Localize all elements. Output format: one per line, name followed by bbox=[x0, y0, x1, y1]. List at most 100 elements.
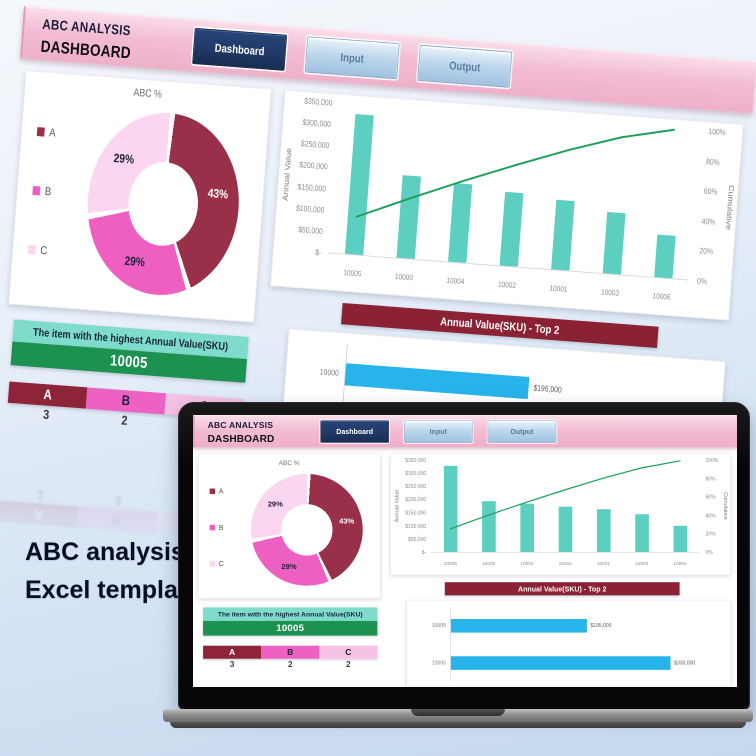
donut-slice-label: 29% bbox=[94, 651, 116, 667]
top2-category-label: 10000 bbox=[431, 622, 446, 629]
donut-slice-label: 29% bbox=[124, 254, 146, 270]
page-title: DASHBOARD bbox=[40, 37, 132, 63]
legend-item-a: A bbox=[209, 487, 224, 496]
abc-class-c-count: 2 bbox=[346, 660, 351, 669]
laptop-mockup: ABC ANALYSIS DASHBOARD Dashboard Input O… bbox=[178, 402, 750, 710]
top2-value-label: $195,000 bbox=[533, 383, 563, 395]
pareto-secondary-axis-ticks: 100%80%60%40%20%0% bbox=[705, 457, 719, 556]
highlight-value-banner: 10005 bbox=[203, 621, 378, 636]
pareto-y-axis-ticks: $350,000$300,000$250,000$200,000$150,000… bbox=[405, 457, 427, 556]
abc-dashboard: ABC ANALYSIS DASHBOARD Dashboard Input O… bbox=[193, 415, 737, 687]
donut-slice-label: 29% bbox=[281, 562, 297, 571]
top2-category-label: 10000 bbox=[319, 367, 340, 378]
abc-class-a-count: 3 bbox=[36, 487, 44, 502]
legend-item-c: C bbox=[0, 649, 17, 664]
top2-category-label: 10005 bbox=[431, 660, 446, 666]
donut-slice-label: 29% bbox=[113, 151, 135, 167]
legend-label: C bbox=[9, 650, 18, 664]
app-title: ABC ANALYSIS bbox=[207, 420, 274, 431]
legend-swatch bbox=[209, 560, 216, 567]
tab-dashboard[interactable]: Dashboard bbox=[192, 27, 288, 71]
laptop-notch bbox=[411, 709, 505, 716]
abc-class-b-count: 2 bbox=[287, 660, 293, 669]
pareto-secondary-axis-title: Cumulative bbox=[675, 726, 694, 756]
donut-ring-area: 43% 29% 29% bbox=[81, 107, 246, 301]
tab-dashboard[interactable]: Dashboard bbox=[320, 420, 389, 443]
pareto-plot-area bbox=[431, 461, 700, 553]
pareto-plot-area bbox=[327, 104, 700, 281]
top2-plot-area: 10000 $195,000 10005 $330,000 bbox=[432, 606, 696, 682]
donut-ring-area: 43% 29% 29% bbox=[250, 473, 363, 586]
donut-slice-label: 43% bbox=[207, 186, 229, 202]
dashboard-header: ABC ANALYSIS DASHBOARD Dashboard Input O… bbox=[193, 415, 737, 448]
donut-slice-label: 43% bbox=[339, 516, 355, 526]
legend-swatch bbox=[27, 244, 37, 254]
abc-class-headers: A B C bbox=[203, 645, 378, 659]
legend-swatch bbox=[32, 185, 41, 196]
top2-value-label: $195,000 bbox=[590, 622, 612, 629]
donut-ring bbox=[250, 473, 363, 586]
legend-item-b: B bbox=[32, 183, 52, 198]
legend-item-c: C bbox=[209, 559, 224, 568]
page-title: DASHBOARD bbox=[207, 433, 275, 445]
top2-row: 10005 $330,000 bbox=[432, 644, 696, 681]
abc-percent-donut-chart: ABC % A B C 43% 29% 29% bbox=[198, 454, 381, 599]
donut-chart-title: ABC % bbox=[133, 85, 163, 101]
legend-swatch bbox=[0, 651, 6, 662]
tab-output[interactable]: Output bbox=[487, 420, 557, 443]
abc-class-a-header: A bbox=[203, 645, 262, 659]
top2-bar bbox=[450, 618, 587, 633]
legend-swatch bbox=[36, 126, 45, 137]
legend-label: B bbox=[4, 709, 13, 723]
abc-class-b-header: B bbox=[77, 506, 157, 534]
pareto-secondary-axis-title: Cumulative bbox=[722, 492, 729, 521]
abc-class-b-header: B bbox=[261, 645, 320, 659]
top2-bar bbox=[450, 656, 671, 670]
abc-class-c-header: C bbox=[319, 645, 378, 659]
top2-value-label: $330,000 bbox=[674, 660, 696, 666]
abc-dashboard: ABC ANALYSIS DASHBOARD Dashboard Input O… bbox=[0, 6, 756, 506]
background-dashboard: ABC ANALYSIS DASHBOARD Dashboard Input O… bbox=[0, 6, 756, 756]
legend-label: B bbox=[44, 184, 52, 198]
legend-swatch bbox=[209, 524, 216, 531]
top2-title-banner: Annual Value(SKU) - Top 2 bbox=[444, 582, 680, 596]
abc-class-b-count: 2 bbox=[114, 492, 122, 508]
legend-label: C bbox=[218, 559, 224, 568]
abc-percent-donut-chart: ABC % A B C 43% 29% 29% bbox=[8, 70, 272, 323]
top2-bar bbox=[344, 362, 530, 399]
laptop-screen: ABC ANALYSIS DASHBOARD Dashboard Input O… bbox=[193, 415, 737, 687]
legend-swatch bbox=[209, 488, 216, 494]
donut-slice-label: 29% bbox=[68, 752, 89, 756]
donut-legend: A B C bbox=[209, 487, 224, 568]
legend-label: B bbox=[218, 523, 224, 532]
donut-slice-label: 29% bbox=[267, 499, 283, 509]
pareto-chart: Annual Value $350,000$300,000$250,000$20… bbox=[270, 89, 744, 321]
legend-item-c: C bbox=[27, 242, 48, 257]
abc-class-a-count: 3 bbox=[229, 660, 235, 669]
legend-item-a: A bbox=[36, 125, 57, 140]
legend-swatch bbox=[0, 710, 2, 720]
nav-tabs: Dashboard Input Output bbox=[192, 27, 513, 88]
tab-input[interactable]: Input bbox=[304, 36, 400, 80]
nav-tabs: Dashboard Input Output bbox=[320, 420, 557, 443]
tab-output[interactable]: Output bbox=[417, 44, 513, 88]
laptop-base bbox=[163, 709, 753, 728]
legend-label: A bbox=[218, 487, 224, 496]
app-title: ABC ANALYSIS bbox=[41, 16, 132, 39]
pareto-chart: Annual Value $350,000$300,000$250,000$20… bbox=[390, 454, 731, 576]
legend-item-b: B bbox=[0, 708, 13, 723]
donut-chart-title: ABC % bbox=[278, 458, 300, 467]
donut-legend: A B C bbox=[27, 125, 57, 257]
donut-ring bbox=[81, 107, 246, 301]
top2-bar-chart: 10000 $195,000 10005 $330,000 bbox=[406, 600, 731, 687]
tab-input[interactable]: Input bbox=[404, 420, 473, 443]
highlight-label-banner: The item with the highest Annual Value(S… bbox=[203, 607, 378, 622]
legend-label: A bbox=[48, 125, 57, 140]
legend-label: C bbox=[39, 243, 48, 257]
top2-row: 10000 $195,000 bbox=[432, 607, 695, 644]
abc-class-a-header: A bbox=[0, 500, 79, 528]
donut-legend: ABC bbox=[0, 649, 17, 756]
legend-item-b: B bbox=[209, 523, 224, 532]
